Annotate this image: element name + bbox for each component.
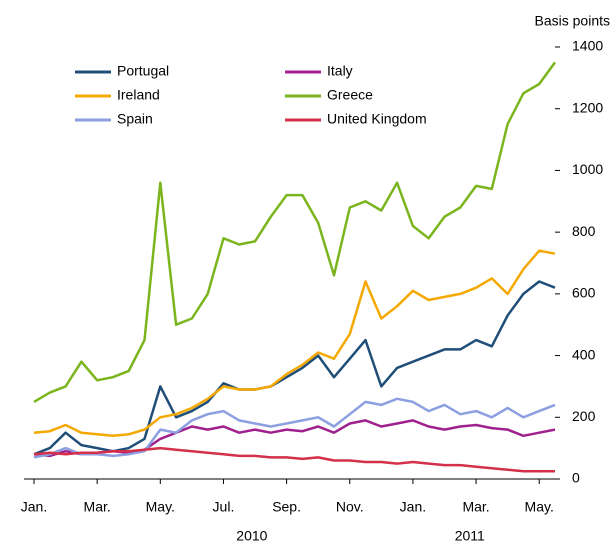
y-tick-label: 1400 (572, 38, 603, 54)
y-tick-label: 1000 (572, 161, 603, 177)
x-tick-label: Sep. (272, 499, 301, 515)
year-label: 2011 (455, 528, 485, 544)
y-tick-label: 200 (572, 408, 596, 424)
series-line (33, 397, 556, 459)
legend-label: Portugal (117, 63, 169, 79)
x-tick-label: May. (146, 499, 175, 515)
legend-label: United Kingdom (327, 111, 427, 127)
x-tick-label: Jul. (213, 499, 235, 515)
series-line (33, 249, 556, 438)
legend-label: Ireland (117, 87, 160, 103)
series-line (33, 280, 556, 456)
x-tick-label: Jan. (21, 499, 47, 515)
y-tick-label: 0 (572, 470, 580, 486)
legend-label: Italy (327, 63, 353, 79)
x-tick-label: Mar. (84, 499, 111, 515)
y-tick-label: 600 (572, 285, 596, 301)
series-line (33, 61, 557, 403)
y-tick-label: 1200 (572, 99, 603, 115)
y-axis-label: Basis points (535, 13, 610, 29)
y-tick-label: 400 (572, 346, 596, 362)
x-tick-label: Nov. (336, 499, 364, 515)
legend-label: Greece (327, 87, 373, 103)
series-line (33, 446, 555, 473)
x-tick-label: Mar. (462, 499, 489, 515)
x-tick-label: Jan. (400, 499, 426, 515)
year-label: 2010 (236, 528, 267, 544)
legend-label: Spain (117, 111, 153, 127)
x-tick-label: May. (525, 499, 554, 515)
y-tick-label: 800 (572, 223, 596, 239)
